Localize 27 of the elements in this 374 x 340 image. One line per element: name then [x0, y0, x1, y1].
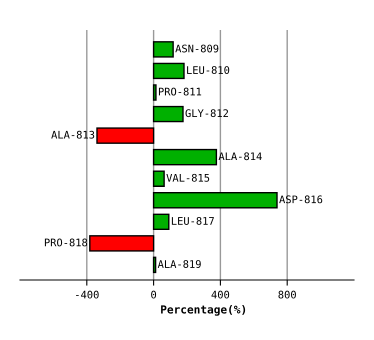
y-tick-label: GLY-812 — [186, 109, 228, 118]
y-tick-label: PRO-811 — [158, 88, 202, 96]
y-tick-label: PRO-818 — [44, 238, 88, 246]
bar — [96, 127, 154, 144]
y-tick-label: ASN-809 — [175, 44, 218, 52]
y-tick-label: VAL-815 — [166, 174, 210, 182]
bar — [152, 214, 170, 230]
y-tick-label: ALA-814 — [218, 152, 262, 160]
bar — [152, 256, 156, 274]
bar — [152, 62, 185, 80]
bar — [152, 148, 218, 166]
y-tick-label: LEU-810 — [187, 66, 230, 74]
y-tick-label: LEU-817 — [172, 216, 214, 225]
x-tick-label: -400 — [76, 290, 99, 299]
bar — [152, 170, 165, 187]
bar — [152, 84, 157, 101]
x-axis-title: Percentage(%) — [161, 305, 246, 316]
x-tick-label: 400 — [212, 290, 230, 299]
y-tick-label: ALA-819 — [158, 260, 201, 268]
bar — [152, 106, 184, 122]
bar — [152, 192, 278, 208]
y-tick-label: ASP-816 — [279, 195, 322, 204]
x-tick-label: 0 — [151, 290, 156, 299]
bar — [152, 41, 174, 58]
x-tick-label: 800 — [278, 290, 296, 299]
bar — [89, 235, 154, 252]
y-tick-label: ALA-813 — [51, 130, 94, 139]
